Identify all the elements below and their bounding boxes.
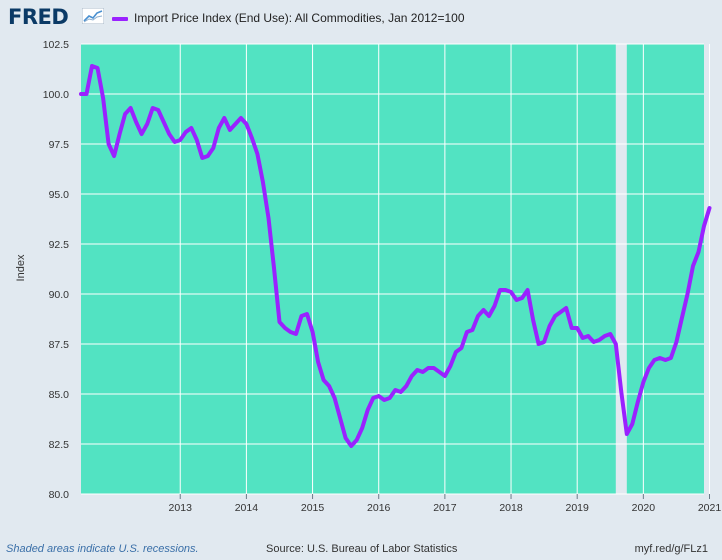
- y-tick-label: 95.0: [49, 189, 70, 201]
- source-text: Source: U.S. Bureau of Labor Statistics: [266, 543, 457, 555]
- y-tick-label: 85.0: [49, 389, 70, 401]
- x-tick-label: 2017: [433, 502, 457, 514]
- short-link[interactable]: myf.red/g/FLz1: [635, 543, 708, 555]
- line-chart: 80.0 82.5 85.0 87.5 90.0 92.5 95.0 97.5 100.0 102…: [0, 0, 722, 540]
- y-tick-label: 87.5: [49, 339, 70, 351]
- recession-note: Shaded areas indicate U.S. recessions.: [6, 543, 199, 555]
- plot-background: [81, 44, 704, 494]
- footer: Shaded areas indicate U.S. recessions. S…: [0, 540, 722, 560]
- y-axis-label: Index: [15, 254, 27, 281]
- y-tick-label: 82.5: [49, 439, 70, 451]
- y-tick-label: 80.0: [49, 489, 70, 501]
- x-tick-label: 2019: [566, 502, 590, 514]
- x-tick-label: 2015: [301, 502, 325, 514]
- x-tick-label: 2014: [235, 502, 259, 514]
- plot-area: [81, 44, 704, 494]
- y-tick-label: 100.0: [43, 89, 69, 101]
- x-axis-ticks: 2013 2014 2015 2016 2017 2018 2019 2020 2021: [169, 494, 722, 514]
- y-tick-label: 90.0: [49, 289, 70, 301]
- x-tick-label: 2018: [499, 502, 523, 514]
- y-tick-label: 92.5: [49, 239, 70, 251]
- y-tick-label: 102.5: [43, 39, 69, 51]
- x-tick-label: 2013: [169, 502, 193, 514]
- x-tick-label: 2016: [367, 502, 391, 514]
- x-tick-label: 2020: [632, 502, 656, 514]
- y-axis-ticks: 80.0 82.5 85.0 87.5 90.0 92.5 95.0 97.5 100.0 102…: [43, 39, 69, 501]
- x-tick-label: 2021: [698, 502, 722, 514]
- y-tick-label: 97.5: [49, 139, 70, 151]
